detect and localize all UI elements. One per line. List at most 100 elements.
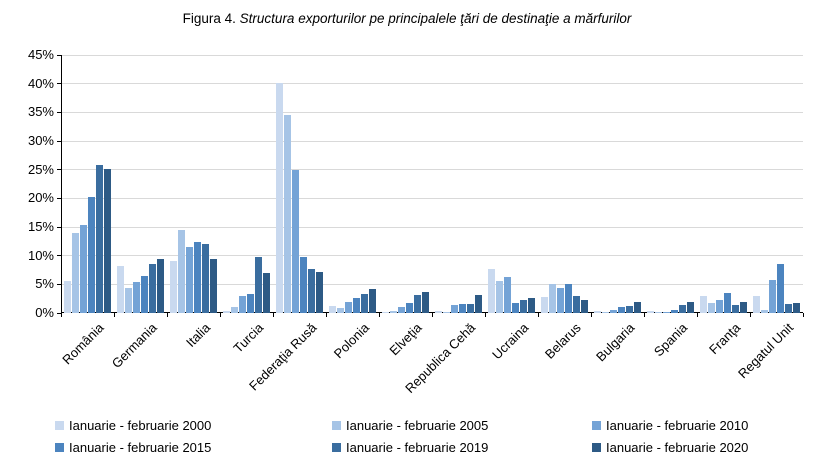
y-axis-tick [57, 312, 61, 314]
x-category-label: Belarus [542, 320, 585, 362]
y-tick-label: 35% [27, 104, 54, 120]
bar [475, 294, 482, 313]
legend-swatch [332, 443, 341, 452]
chart-title-text: Structura exporturilor pe principalele ţ… [239, 11, 632, 26]
y-axis-tick [57, 255, 61, 257]
y-axis-tick [57, 226, 61, 228]
legend-swatch [55, 443, 64, 452]
y-axis-line [61, 55, 62, 313]
legend-label: Ianuarie - februarie 2015 [69, 440, 212, 455]
bar [443, 312, 450, 313]
bar [520, 300, 527, 313]
bar [541, 296, 548, 313]
bar [724, 292, 731, 313]
x-category-label: România [59, 320, 108, 368]
x-category-label: Franţa [705, 320, 744, 358]
x-category-label: Germania [109, 320, 161, 371]
x-axis-tick [114, 313, 115, 317]
bar [573, 296, 580, 313]
bar [292, 170, 299, 313]
bar [390, 311, 397, 313]
bar [202, 244, 209, 313]
bar-group [591, 302, 644, 313]
x-category-label: Regatul Unit [734, 320, 797, 382]
y-tick-label: 10% [27, 247, 54, 263]
bar [369, 288, 376, 313]
bar [80, 225, 87, 313]
x-axis-tick [379, 313, 380, 317]
x-axis-tick [220, 313, 221, 317]
bar [263, 272, 270, 313]
gridline [61, 169, 803, 171]
legend-item: Ianuarie - februarie 2020 [592, 440, 748, 455]
bar [488, 269, 495, 313]
bar [467, 303, 474, 313]
bar [565, 283, 572, 313]
bar [186, 246, 193, 313]
legend-swatch [592, 421, 601, 430]
bar [581, 300, 588, 313]
bar [634, 302, 641, 313]
bar [761, 310, 768, 313]
gridline [61, 283, 803, 285]
bar-group [750, 264, 803, 313]
bar [353, 298, 360, 313]
plot-area [57, 54, 804, 317]
bar [655, 311, 662, 313]
bar [708, 302, 715, 313]
legend-item: Ianuarie - februarie 2000 [55, 418, 211, 433]
x-axis-tick [644, 313, 645, 317]
bar [300, 257, 307, 313]
bar [435, 311, 442, 313]
y-tick-label: 25% [27, 161, 54, 177]
bar [528, 297, 535, 313]
bar [679, 304, 686, 313]
bar [647, 311, 654, 313]
x-axis-tick [167, 313, 168, 317]
x-category-label: Elveţia [386, 320, 426, 359]
chart-title-prefix: Figura 4. [182, 11, 240, 26]
bar [133, 282, 140, 313]
bar [276, 82, 283, 313]
bar [157, 259, 164, 313]
y-axis-tick [57, 111, 61, 113]
bar [88, 197, 95, 313]
bar-group [379, 291, 432, 313]
bar [671, 310, 678, 313]
bar [414, 295, 421, 313]
y-tick-label: 5% [35, 276, 54, 292]
bar-group [538, 283, 591, 313]
bar [178, 230, 185, 313]
x-axis-tick [803, 313, 804, 317]
bar-group [697, 292, 750, 313]
bar [602, 312, 609, 313]
bar [96, 165, 103, 313]
bar [422, 291, 429, 313]
y-axis-tick [57, 140, 61, 142]
bar [345, 302, 352, 313]
bar [141, 275, 148, 313]
legend-label: Ianuarie - februarie 2005 [346, 418, 489, 433]
legend-item: Ianuarie - februarie 2015 [55, 440, 211, 455]
x-axis-tick [591, 313, 592, 317]
bar [785, 303, 792, 313]
bar [149, 264, 156, 313]
bar-group [114, 259, 167, 313]
bar [793, 302, 800, 313]
legend-swatch [55, 421, 64, 430]
bar [194, 242, 201, 313]
gridline [61, 255, 803, 257]
x-axis-tick [485, 313, 486, 317]
bar [549, 283, 556, 313]
y-tick-label: 40% [27, 75, 54, 91]
bar [316, 271, 323, 313]
legend-label: Ianuarie - februarie 2010 [606, 418, 749, 433]
bar [732, 304, 739, 313]
bar-group [644, 302, 697, 313]
gridline [61, 140, 803, 142]
bar [663, 311, 670, 313]
y-axis-tick [57, 197, 61, 199]
bar [496, 281, 503, 313]
gridline [61, 54, 803, 56]
